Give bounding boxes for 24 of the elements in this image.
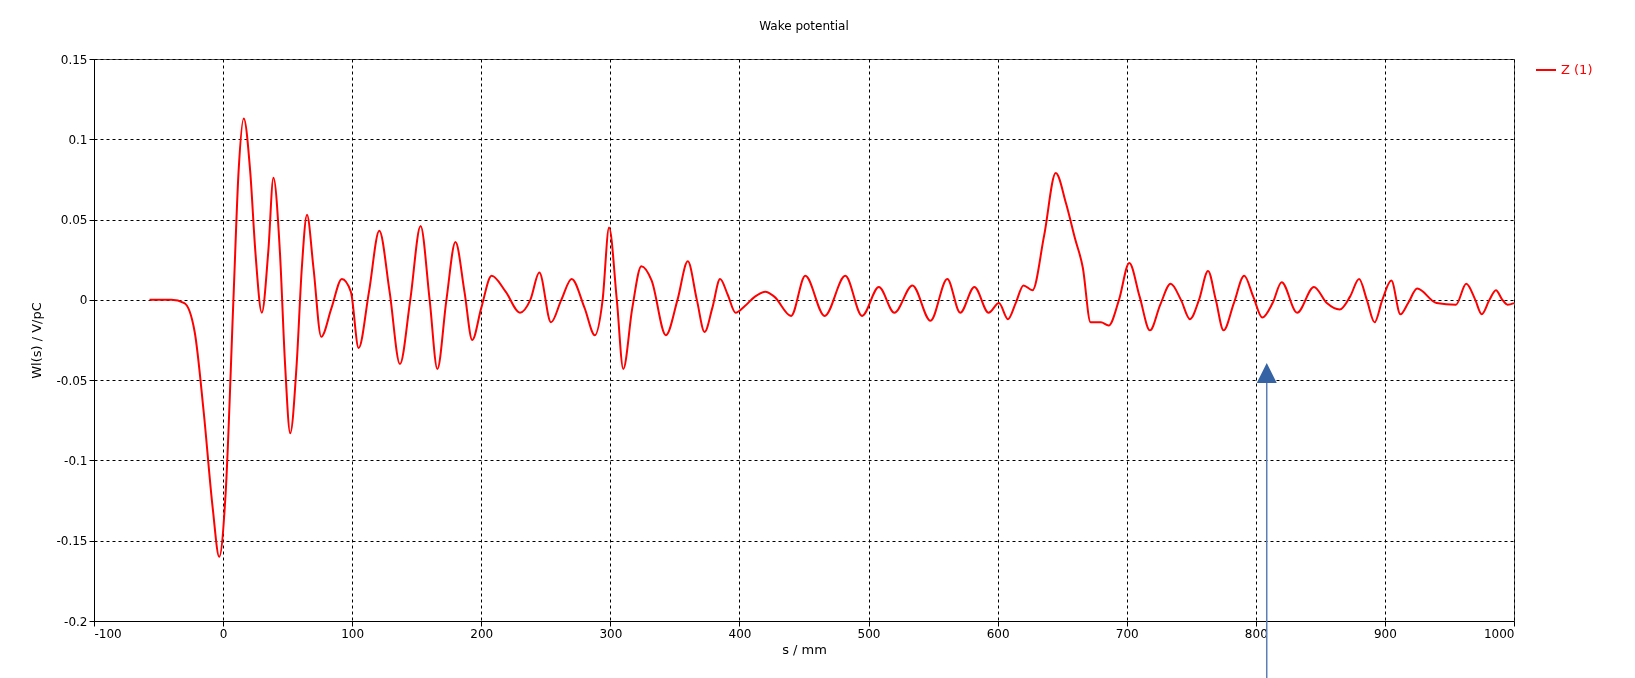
y-tick-label: -0.2 bbox=[64, 614, 88, 629]
y-tick-label: 0 bbox=[79, 293, 88, 308]
x-tick-label: 300 bbox=[599, 626, 623, 641]
y-tick-label: -0.1 bbox=[64, 453, 88, 468]
y-tick-label: 0.1 bbox=[68, 132, 88, 147]
y-tick-label: 0.15 bbox=[60, 52, 88, 67]
legend-label: Z (1) bbox=[1561, 62, 1593, 77]
x-tick-label: 100 bbox=[341, 626, 365, 641]
chart-title: Wake potential bbox=[759, 19, 849, 33]
y-tick-label: -0.05 bbox=[56, 373, 88, 388]
x-tick-label: 700 bbox=[1115, 626, 1139, 641]
y-axis-title: Wl(s) / V/pC bbox=[29, 302, 45, 379]
x-axis-title: s / mm bbox=[782, 641, 827, 657]
line-series bbox=[148, 117, 1515, 558]
x-tick-label: 200 bbox=[470, 626, 494, 641]
y-tick-label: -0.15 bbox=[56, 534, 88, 549]
y-tick-label: 0.05 bbox=[60, 213, 88, 228]
x-tick-label: 600 bbox=[986, 626, 1010, 641]
x-tick-label: 1000 bbox=[1483, 626, 1515, 641]
x-tick-label: 400 bbox=[728, 626, 752, 641]
x-tick-label: 900 bbox=[1373, 626, 1397, 641]
x-tick-label: 500 bbox=[857, 626, 881, 641]
x-tick-label: -100 bbox=[94, 626, 122, 641]
x-tick-label: 0 bbox=[219, 626, 228, 641]
